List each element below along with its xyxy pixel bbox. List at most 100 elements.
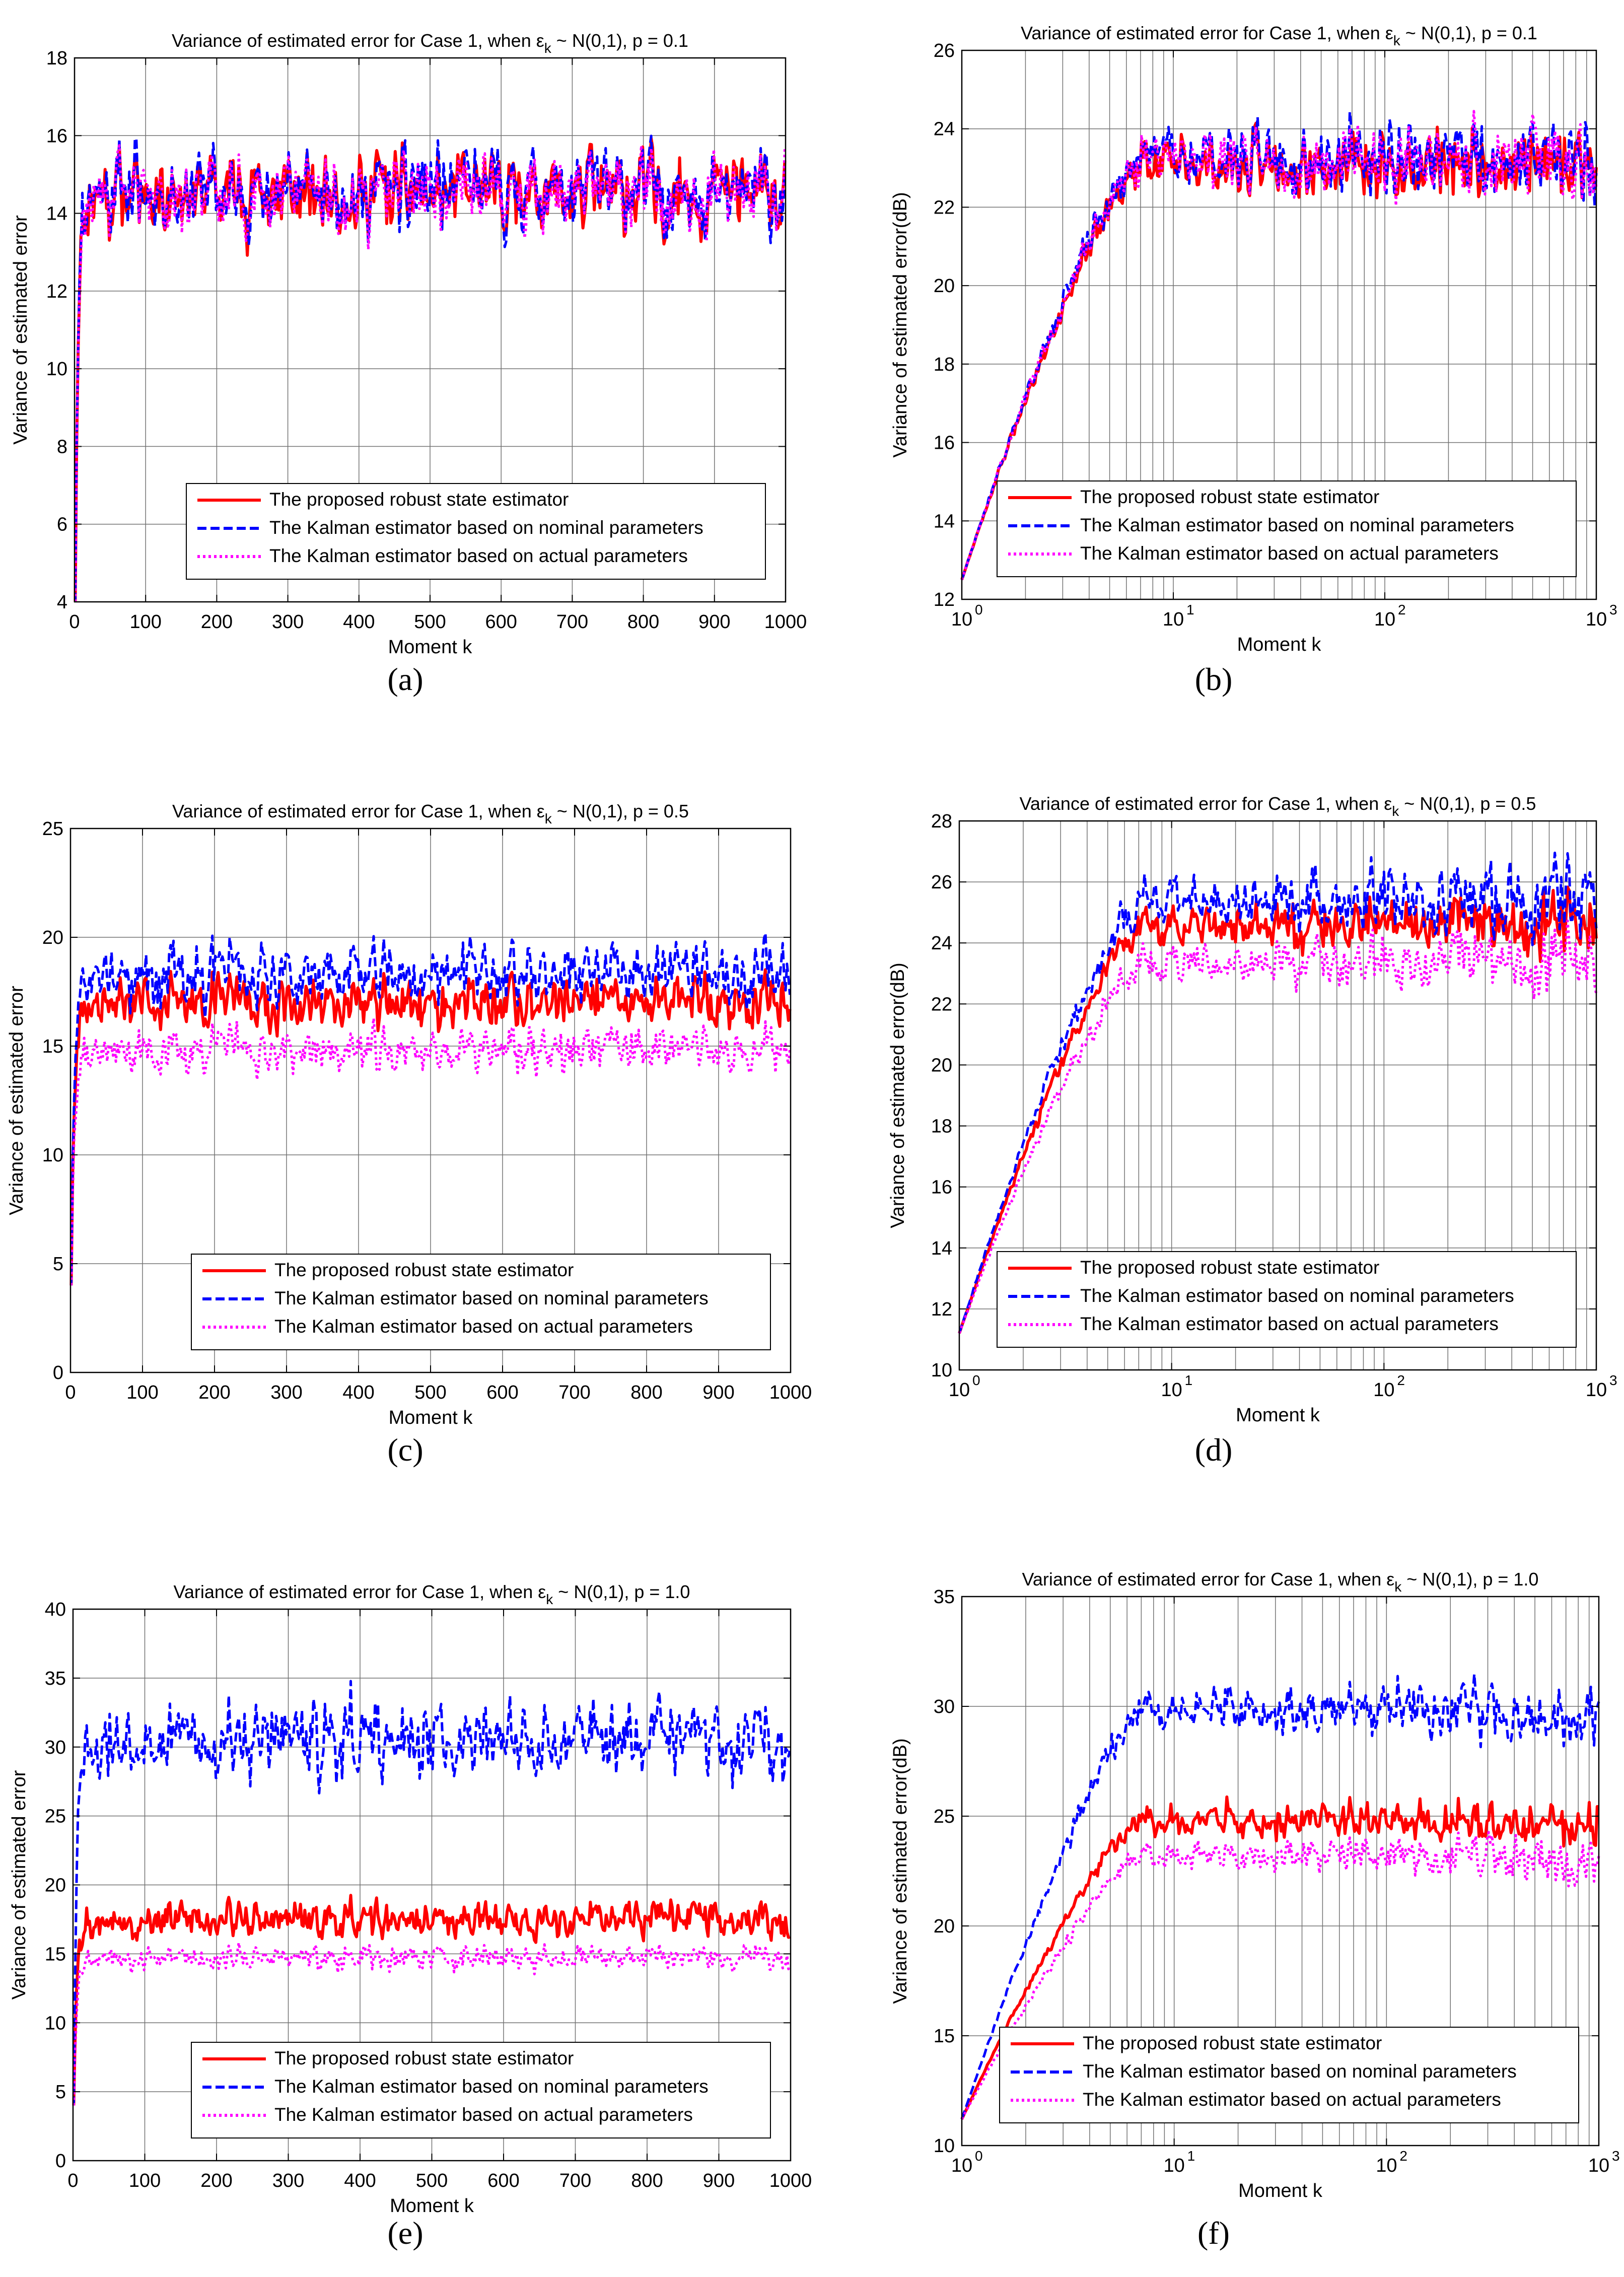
axes-frame — [961, 1596, 1600, 2147]
x-tick-label: 400 — [343, 611, 375, 633]
x-tick-exponent: 3 — [1612, 2148, 1620, 2164]
legend: The proposed robust state estimator The K… — [997, 1251, 1577, 1348]
x-tick-exponent: 0 — [975, 602, 983, 617]
legend: The proposed robust state estimator The K… — [999, 2027, 1579, 2123]
series-line-1 — [960, 1795, 1600, 2120]
legend-label-2: The Kalman estimator based on nominal pa… — [1080, 1285, 1514, 1306]
x-tick-label: 1000 — [769, 1382, 812, 1403]
x-tick-label: 500 — [414, 1382, 446, 1403]
series-line-1 — [69, 968, 792, 1286]
legend-label-1: The proposed robust state estimator — [269, 489, 569, 510]
y-tick-label: 16 — [931, 1177, 952, 1198]
x-tick-label: 100 — [129, 2170, 161, 2191]
x-tick-label: 300 — [270, 1382, 302, 1403]
y-tick-label: 20 — [934, 1916, 955, 1937]
x-tick-label: 200 — [198, 1382, 230, 1403]
legend-label-3: The Kalman estimator based on actual par… — [274, 2104, 693, 2125]
x-tick-label: 0 — [67, 2170, 78, 2191]
x-axis-label: Moment k — [388, 637, 473, 658]
x-tick-label: 10 — [1586, 609, 1607, 630]
x-tick-label: 900 — [703, 2170, 735, 2191]
x-tick-label: 800 — [630, 1382, 662, 1403]
panel-title: Variance of estimated error for Case 1, … — [172, 30, 688, 56]
y-tick-label: 4 — [57, 592, 67, 613]
legend-label-2: The Kalman estimator based on nominal pa… — [1083, 2061, 1517, 2082]
x-tick-label: 500 — [416, 2170, 448, 2191]
x-tick-exponent: 3 — [1609, 602, 1617, 617]
axes-frame — [958, 820, 1597, 1371]
y-axis-label: Variance of estimated error(dB) — [890, 192, 911, 457]
y-tick-label: 20 — [42, 927, 63, 948]
x-tick-label: 10 — [1588, 2155, 1609, 2176]
y-axis-label: Variance of estimated error(dB) — [887, 962, 908, 1228]
y-tick-label: 10 — [931, 1360, 952, 1381]
legend-box — [186, 483, 766, 580]
legend-label-2: The Kalman estimator based on nominal pa… — [274, 2076, 709, 2097]
x-tick-label: 10 — [951, 2155, 972, 2176]
panel-caption: (f) — [1197, 2215, 1230, 2251]
series-line-3 — [69, 1017, 792, 1286]
panel-title: Variance of estimated error for Case 1, … — [1021, 23, 1537, 48]
panel-a: 0 100 200 300 400 500 600 700 800 900 1000 4 6 8 10 12 1… — [10, 30, 807, 697]
y-tick-label: 12 — [934, 589, 955, 610]
y-tick-label: 25 — [42, 818, 63, 840]
x-tick-label: 10 — [949, 1379, 970, 1401]
series-line-3 — [958, 919, 1598, 1334]
x-tick-label: 700 — [558, 1382, 590, 1403]
x-tick-label: 900 — [698, 611, 730, 633]
series-line-3 — [72, 1941, 791, 2106]
x-tick-label: 700 — [556, 611, 588, 633]
panel-caption: (a) — [387, 661, 423, 697]
legend-label-3: The Kalman estimator based on actual par… — [1083, 2089, 1501, 2110]
x-tick-label: 10 — [1376, 2155, 1397, 2176]
legend-box — [191, 2042, 771, 2138]
panel-title: Variance of estimated error for Case 1, … — [1020, 793, 1536, 819]
x-tick-exponent: 0 — [975, 2148, 983, 2164]
x-tick-label: 10 — [1373, 1379, 1394, 1401]
x-tick-label: 10 — [1374, 609, 1395, 630]
legend-box — [997, 1251, 1577, 1348]
y-tick-label: 30 — [45, 1737, 66, 1758]
legend-label-1: The proposed robust state estimator — [274, 1260, 574, 1280]
x-tick-label: 0 — [65, 1382, 76, 1403]
y-tick-label: 5 — [53, 1254, 63, 1275]
x-tick-exponent: 3 — [1609, 1372, 1617, 1388]
x-tick-label: 1000 — [764, 611, 807, 633]
y-tick-label: 40 — [45, 1599, 66, 1620]
x-axis-label: Moment k — [1236, 1405, 1320, 1426]
y-tick-label: 12 — [931, 1299, 952, 1320]
y-tick-label: 26 — [934, 40, 955, 61]
y-axis-label: Variance of estimated error — [6, 986, 27, 1215]
x-tick-label: 100 — [129, 611, 161, 633]
x-axis-label: Moment k — [389, 1407, 473, 1428]
legend: The proposed robust state estimator The K… — [191, 1254, 771, 1350]
series-line-1 — [72, 1894, 791, 2106]
series-line-2 — [960, 1673, 1600, 2120]
panel-title: Variance of estimated error for Case 1, … — [174, 1581, 690, 1607]
series-line-2 — [72, 1680, 792, 2106]
x-tick-label: 600 — [485, 611, 517, 633]
panel-c: 0 100 200 300 400 500 600 700 800 900 1000 0 5 10 15 20… — [6, 801, 812, 1468]
panel-e: 0 100 200 300 400 500 600 700 800 900 1000 0 5 10 15 20… — [9, 1581, 812, 2251]
series-line-3 — [960, 110, 1598, 580]
y-tick-label: 26 — [931, 872, 952, 893]
y-tick-label: 10 — [45, 2013, 66, 2034]
y-tick-label: 24 — [931, 933, 952, 954]
y-tick-label: 22 — [931, 994, 952, 1015]
x-tick-label: 400 — [342, 1382, 374, 1403]
x-tick-label: 10 — [1164, 2155, 1185, 2176]
y-axis-label: Variance of estimated error(dB) — [890, 1738, 911, 2004]
legend-label-3: The Kalman estimator based on actual par… — [1080, 543, 1499, 564]
y-tick-label: 25 — [45, 1806, 66, 1827]
x-tick-label: 800 — [631, 2170, 663, 2191]
x-tick-label: 1000 — [769, 2170, 812, 2191]
y-tick-label: 0 — [55, 2151, 66, 2172]
legend-label-1: The proposed robust state estimator — [1080, 1257, 1379, 1278]
x-tick-label: 900 — [702, 1382, 734, 1403]
x-tick-label: 600 — [486, 1382, 518, 1403]
axes-frame — [961, 49, 1597, 600]
x-tick-label: 300 — [272, 2170, 304, 2191]
series-line-1 — [958, 885, 1598, 1334]
y-tick-label: 18 — [46, 48, 67, 69]
